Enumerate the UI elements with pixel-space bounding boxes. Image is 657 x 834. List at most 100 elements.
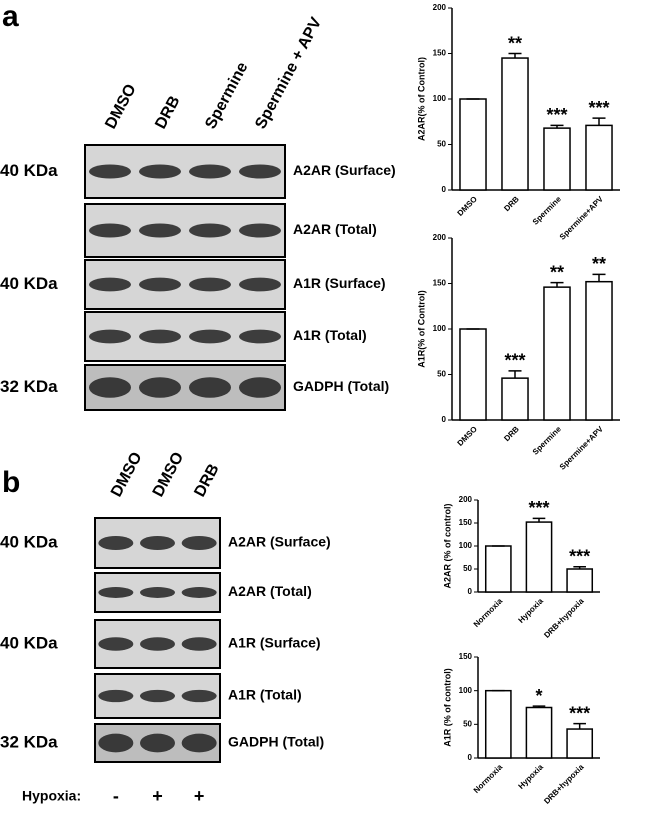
significance: *** [546, 105, 567, 125]
x-tick-label: DMSO [456, 425, 479, 448]
y-tick-label: 0 [442, 185, 447, 194]
lane-label: DMSO [108, 449, 146, 499]
error-bar [573, 565, 586, 569]
y-tick-label: 50 [437, 140, 446, 149]
significance: *** [569, 546, 590, 566]
band [140, 587, 175, 598]
mw-label: 40 KDa [0, 633, 58, 652]
bar [525, 706, 553, 759]
y-axis-label: A2AR (% of control) [442, 504, 452, 589]
x-tick-label: Spermine [531, 424, 564, 457]
blot-name: A2AR (Surface) [293, 162, 396, 178]
mw-label: 40 KDa [0, 161, 58, 180]
band [239, 277, 281, 292]
mw-label: 40 KDa [0, 274, 58, 293]
significance: *** [528, 498, 549, 518]
error-bar [532, 705, 546, 708]
significance: *** [569, 703, 590, 723]
band [239, 223, 281, 238]
bar [543, 286, 571, 421]
y-axis-label: A2AR(% of Control) [416, 57, 426, 141]
significance: * [535, 686, 542, 706]
band [189, 164, 231, 179]
y-tick-label: 0 [442, 415, 447, 424]
blot-name: A2AR (Total) [228, 583, 312, 599]
y-tick-label: 100 [459, 686, 473, 695]
band [239, 164, 281, 179]
mw-label: 32 KDa [0, 732, 58, 751]
condition: + [152, 786, 163, 806]
blot-name: A2AR (Total) [293, 221, 377, 237]
mw-label: 40 KDa [0, 532, 58, 551]
bar [585, 280, 613, 421]
blot-name: A1R (Total) [228, 687, 302, 703]
y-tick-label: 150 [433, 49, 447, 58]
band [139, 377, 181, 398]
band [98, 637, 134, 651]
band [89, 277, 131, 292]
bar [501, 57, 529, 191]
x-tick-label: DRB [502, 424, 521, 443]
band [89, 329, 131, 344]
bar [525, 521, 553, 593]
band [139, 223, 181, 238]
error-bar [550, 281, 564, 288]
error-bar [508, 52, 522, 59]
error-bar [508, 370, 522, 379]
band [139, 329, 181, 344]
y-tick-label: 0 [468, 753, 473, 762]
y-tick-label: 200 [433, 233, 447, 242]
y-tick-label: 150 [459, 652, 473, 661]
error-bar [592, 117, 606, 126]
band [98, 587, 134, 598]
band [98, 733, 134, 753]
bar [566, 728, 594, 759]
band [139, 277, 181, 292]
panel-label: b [2, 466, 20, 499]
band [89, 223, 131, 238]
lane-label: DMSO [102, 81, 140, 131]
lane-label: Spermine [202, 59, 251, 131]
significance: ** [592, 254, 606, 274]
error-bar [550, 124, 564, 129]
bar [501, 377, 529, 421]
band [181, 689, 217, 703]
y-tick-label: 50 [437, 370, 446, 379]
y-tick-label: 50 [463, 719, 472, 728]
lane-label: DRB [152, 93, 183, 132]
band [98, 689, 134, 703]
lane-label: DRB [191, 461, 222, 500]
blot-name: A1R (Surface) [228, 635, 321, 651]
bar [459, 328, 487, 421]
error-bar [573, 722, 586, 730]
y-axis-label: A1R(% of Control) [416, 290, 426, 368]
x-tick-label: Hypoxia [517, 596, 546, 625]
band [189, 277, 231, 292]
significance: ** [550, 262, 564, 282]
condition: - [113, 786, 119, 806]
y-tick-label: 200 [433, 3, 447, 12]
bar [585, 124, 613, 191]
x-tick-label: DRB+hypoxia [542, 762, 586, 806]
blot-name: A1R (Surface) [293, 275, 386, 291]
band [98, 536, 134, 550]
band [140, 536, 175, 550]
y-tick-label: 100 [433, 94, 447, 103]
blot-name: GADPH (Total) [293, 378, 389, 394]
x-tick-label: Spermine+APV [558, 424, 606, 472]
x-tick-label: DRB [502, 194, 521, 213]
x-tick-label: Spermine+APV [558, 194, 606, 242]
mw-label: 32 KDa [0, 377, 58, 396]
band [189, 329, 231, 344]
band [140, 689, 175, 703]
band [181, 536, 217, 550]
panel-label: a [2, 0, 19, 33]
band [239, 329, 281, 344]
bar [484, 689, 512, 759]
bar [543, 127, 571, 191]
y-axis-label: A1R (% of control) [442, 668, 452, 747]
bar [484, 545, 512, 593]
error-bar [592, 273, 606, 282]
